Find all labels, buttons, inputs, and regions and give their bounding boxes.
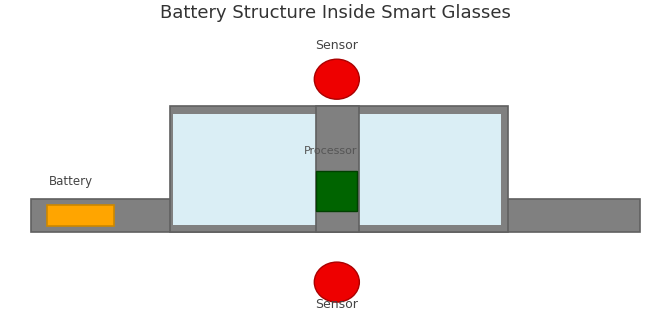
Text: Sensor: Sensor [315,39,358,52]
Bar [47,205,113,226]
Ellipse shape [314,59,360,99]
Text: Battery: Battery [49,175,93,188]
Bar [170,106,508,232]
Bar [359,113,501,225]
Text: Sensor: Sensor [315,298,358,311]
Bar [173,113,315,225]
Bar [316,171,358,211]
Title: Battery Structure Inside Smart Glasses: Battery Structure Inside Smart Glasses [160,4,511,22]
Bar [315,106,359,232]
Text: Processor: Processor [304,147,358,156]
Bar [31,199,640,232]
Ellipse shape [314,262,360,302]
